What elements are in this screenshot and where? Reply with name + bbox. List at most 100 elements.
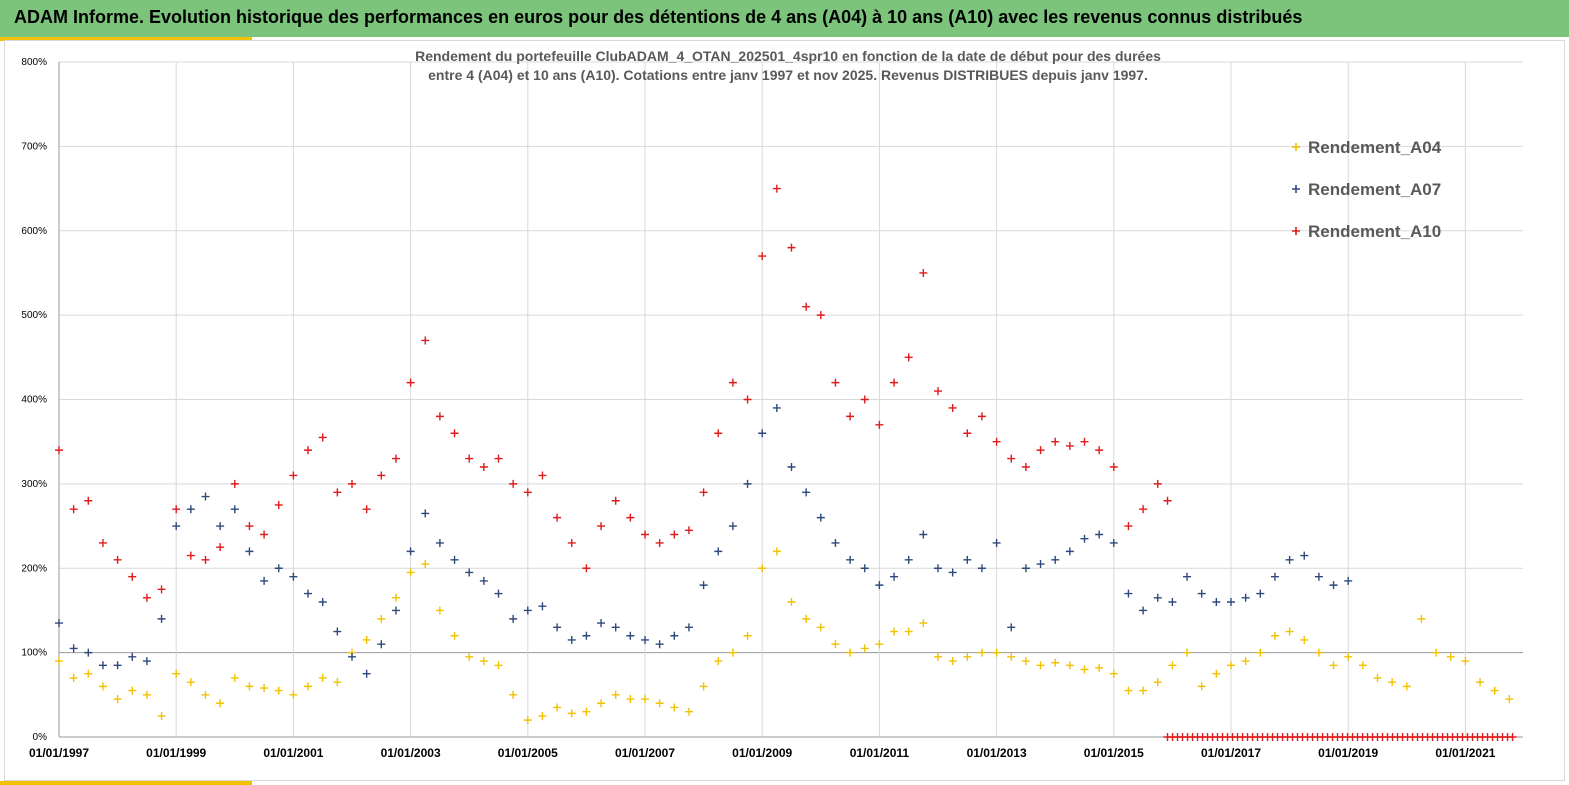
rendement-a07-point: [391, 606, 400, 615]
x-tick-label: 01/01/2003: [381, 746, 441, 760]
rendement-a10-point: [84, 496, 93, 505]
rendement-a10-point: [113, 555, 122, 564]
rendement-a07-point: [1314, 572, 1323, 581]
rendement-a07-point: [1197, 589, 1206, 598]
rendement-a10-point: [377, 471, 386, 480]
rendement-a04-point: [875, 640, 884, 649]
rendement-a10-point: [611, 496, 620, 505]
rendement-a04-point: [494, 661, 503, 670]
rendement-a10-point: [670, 530, 679, 539]
rendement-a07-point: [348, 652, 356, 661]
rendement-a10-point: [1007, 454, 1016, 463]
rendement-a04-point: [977, 648, 986, 657]
rendement-a10-point: [758, 252, 767, 261]
rendement-a04-point: [846, 648, 855, 657]
page-title: ADAM Informe. Evolution historique des p…: [14, 7, 1303, 27]
y-tick-label: 0%: [33, 732, 48, 743]
rendement-a10-point: [435, 412, 444, 421]
rendement-a07-point: [1256, 589, 1265, 598]
rendement-a04-point: [758, 564, 767, 573]
rendement-a04-point: [1197, 682, 1206, 691]
rendement-a10-point: [509, 479, 518, 488]
rendement-a10-point: [1095, 446, 1104, 455]
y-tick-label: 200%: [21, 563, 47, 574]
rendement-a04-point: [860, 644, 869, 653]
rendement-a04-point: [553, 703, 562, 712]
rendement-a04-point: [1358, 661, 1367, 670]
x-tick-label: 01/01/2021: [1435, 746, 1495, 760]
rendement-a04-point: [1446, 652, 1455, 661]
rendement-a10-point: [1080, 437, 1089, 446]
x-tick-label: 01/01/2007: [615, 746, 675, 760]
rendement-a10-point: [142, 593, 151, 602]
rendement-a07-point: [948, 568, 957, 577]
x-tick-label: 01/01/2017: [1201, 746, 1261, 760]
rendement-a10-point: [479, 463, 488, 471]
rendement-a10-point: [626, 513, 635, 522]
rendement-a07-point: [274, 564, 283, 573]
rendement-a04-point: [714, 657, 723, 666]
rendement-a04-point: [1402, 682, 1411, 691]
rendement-a10-point: [201, 555, 210, 564]
rendement-a07-point: [919, 530, 928, 539]
rendement-a04-point: [1051, 658, 1060, 667]
rendement-a04-point: [509, 690, 518, 699]
rendement-a10-point: [684, 526, 693, 535]
rendement-a10-point: [728, 378, 737, 387]
y-tick-label: 800%: [21, 57, 47, 68]
rendement-a07-point: [1139, 606, 1148, 615]
rendement-a10-point: [289, 471, 298, 480]
rendement-a07-point: [626, 631, 635, 640]
rendement-a04-point: [728, 648, 737, 657]
legend: Rendement_A04 Rendement_A07 Rendement_A10: [1292, 138, 1442, 241]
rendement-a04-point: [406, 568, 415, 577]
rendement-a07-point: [1285, 555, 1294, 564]
legend-marker: [1292, 185, 1300, 193]
rendement-a04-point: [201, 690, 210, 699]
axes: 0% 100% 200% 300% 400% 500% 600% 700% 800% 01/01/…: [21, 57, 1523, 760]
legend-label: Rendement_A10: [1308, 222, 1441, 241]
rendement-a04-point: [274, 686, 283, 695]
rendement-a07-point: [684, 623, 693, 632]
rendement-a07-point: [934, 564, 942, 573]
baseline-point: [1508, 733, 1517, 741]
legend-entry: Rendement_A10: [1292, 222, 1441, 241]
rendement-a04-point: [1388, 678, 1397, 687]
rendement-a07-point: [172, 522, 181, 531]
rendement-a04-point: [1153, 678, 1162, 687]
rendement-a07-point: [1109, 538, 1118, 547]
rendement-a04-point: [772, 547, 781, 556]
legend-entry: Rendement_A04: [1292, 138, 1442, 157]
rendement-a10-point: [875, 420, 884, 429]
rendement-a07-point: [479, 576, 488, 585]
rendement-a04-point: [919, 619, 928, 628]
rendement-a07-point: [362, 669, 371, 678]
rendement-a10-point: [1124, 522, 1133, 531]
rendement-a04-point: [333, 678, 342, 687]
rendement-a04-point: [1314, 648, 1323, 657]
rendement-a04-point: [450, 631, 459, 640]
rendement-a10-point: [1163, 496, 1172, 505]
rendement-a10-point: [1021, 463, 1030, 471]
rendement-a10-point: [934, 387, 942, 396]
rendement-a04-point: [98, 682, 107, 691]
legend-label: Rendement_A07: [1308, 180, 1441, 199]
rendement-a10-point: [128, 572, 137, 581]
rendement-a10-point: [1153, 479, 1162, 488]
rendement-a07-point: [553, 623, 562, 632]
rendement-a04-point: [948, 657, 957, 666]
accent-bar-bottom: [0, 781, 252, 785]
rendement-a10-point: [787, 243, 796, 252]
rendement-a10-point: [348, 479, 356, 488]
x-tick-label: 01/01/2005: [498, 746, 558, 760]
rendement-a10-point: [890, 378, 899, 387]
rendement-a07-point: [772, 403, 781, 412]
rendement-a07-point: [1168, 598, 1177, 606]
rendement-a04-point: [55, 657, 63, 666]
rendement-a07-point: [157, 614, 166, 623]
rendement-a10-point: [406, 378, 415, 387]
rendement-a07-point: [289, 572, 298, 581]
rendement-a07-point: [333, 627, 342, 636]
rendement-a07-point: [245, 547, 254, 556]
rendement-a04-point: [304, 682, 313, 691]
